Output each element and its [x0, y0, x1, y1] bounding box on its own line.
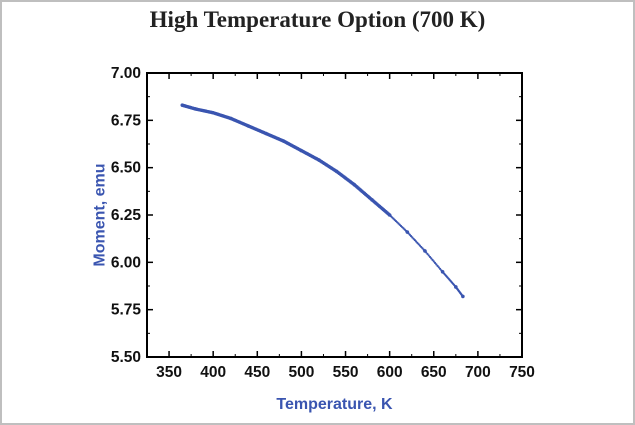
- y-tick-label: 5.75: [111, 302, 142, 319]
- data-point: [333, 168, 338, 173]
- data-point: [436, 264, 439, 267]
- data-layer: [180, 103, 465, 299]
- y-tick-label: 6.75: [111, 112, 142, 129]
- data-point: [431, 258, 434, 261]
- data-point: [351, 182, 355, 186]
- data-point: [298, 148, 302, 152]
- data-point: [433, 261, 437, 264]
- y-tick-label: 7.00: [111, 65, 141, 82]
- x-tick-label: 450: [244, 364, 270, 381]
- x-tick-label: 750: [509, 364, 535, 381]
- y-axis-title: Moment, emu: [91, 163, 108, 266]
- data-point: [428, 255, 432, 259]
- x-axis-title: Temperature, K: [276, 396, 393, 413]
- x-tick-label: 550: [333, 364, 359, 381]
- data-point: [430, 257, 433, 260]
- data-point: [386, 212, 391, 216]
- x-tick-label: 500: [288, 364, 314, 381]
- data-point: [369, 197, 373, 201]
- data-point: [404, 229, 408, 232]
- data-point: [437, 266, 440, 269]
- data-point: [422, 248, 425, 251]
- y-tick-label: 5.50: [111, 349, 141, 366]
- plot-frame: [146, 72, 523, 358]
- data-point: [316, 157, 320, 162]
- y-tick-label: 6.50: [111, 160, 141, 177]
- data-point: [453, 284, 456, 287]
- data-point: [438, 267, 442, 270]
- y-tick-label: 6.25: [111, 207, 142, 224]
- data-point: [461, 294, 464, 297]
- x-tick-label: 600: [377, 364, 403, 381]
- x-tick-label: 400: [200, 364, 226, 381]
- data-point: [435, 263, 438, 266]
- data-point: [425, 251, 428, 254]
- x-tick-label: 350: [156, 364, 182, 381]
- x-tick-label: 700: [465, 364, 491, 381]
- data-point: [426, 252, 429, 256]
- axes-layer: 350 400 450 500 550 600 650 700 750 5.50 5.75 6.00 6…: [111, 65, 535, 381]
- y-tick-label: 6.00: [111, 254, 141, 271]
- data-point: [280, 138, 285, 143]
- data-point: [440, 269, 443, 272]
- data-point: [427, 254, 430, 257]
- data-point: [432, 260, 435, 263]
- x-tick-label: 650: [421, 364, 447, 381]
- chart-title: High Temperature Option (700 K): [149, 7, 486, 32]
